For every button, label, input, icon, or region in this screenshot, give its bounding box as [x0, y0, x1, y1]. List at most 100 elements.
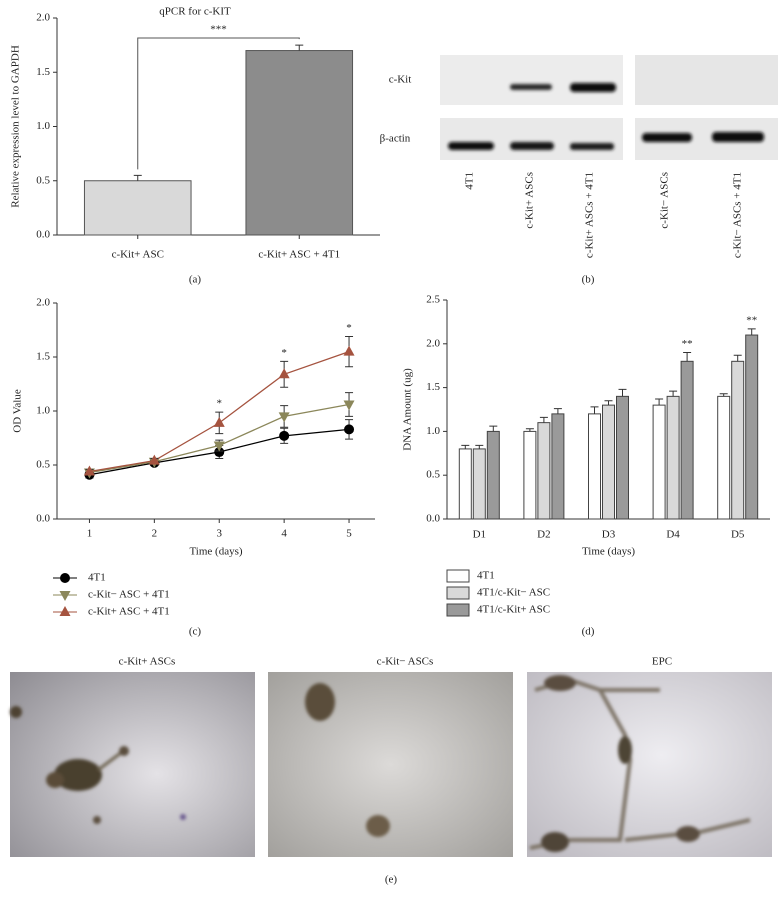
marker: [214, 447, 225, 458]
x-tick-label: 2: [152, 528, 158, 540]
y-tick-label: 2.0: [36, 12, 50, 24]
x-tick-label: c-Kit+ ASC: [112, 249, 164, 261]
band: [642, 133, 692, 142]
lane-label: c-Kit+ ASCs + 4T1: [584, 172, 596, 258]
error-bar: [461, 444, 470, 449]
y-tick-label: 0.0: [426, 513, 440, 525]
legend-swatch: [446, 586, 470, 600]
x-tick-label: 1: [87, 528, 93, 540]
marker: [83, 465, 95, 476]
legend-label: 4T1/c-Kit+ ASC: [477, 604, 550, 616]
y-tick-label: 2.5: [426, 294, 440, 306]
legend-swatch: [446, 569, 470, 583]
lane-label: c-Kit+ ASCs: [524, 172, 536, 229]
error-bar: [475, 444, 484, 449]
micrographs: [10, 672, 772, 857]
x-tick-label: D4: [666, 529, 680, 541]
legend-label: c-Kit+ ASC + 4T1: [88, 606, 170, 618]
lane-label: 4T1: [464, 172, 476, 190]
annotation: *: [281, 347, 287, 359]
significance-bracket: [137, 37, 300, 170]
row-label: c-Kit: [389, 74, 412, 86]
marker: [148, 454, 160, 465]
cell-cluster: [46, 772, 64, 788]
bar: [602, 404, 615, 520]
bar: [616, 395, 629, 520]
bar: [588, 413, 601, 520]
y-tick-label: 0.0: [36, 229, 50, 241]
blot-membrane: [440, 118, 623, 160]
cell: [180, 814, 186, 820]
panel-label: (e): [385, 874, 398, 886]
sprout: [97, 750, 123, 772]
bar: [245, 50, 354, 236]
bar: [717, 395, 731, 520]
y-tick-label: 2.0: [426, 337, 440, 349]
y-tick-label: 0.5: [426, 469, 440, 481]
bar: [666, 395, 680, 520]
x-tick-label: 4: [281, 528, 287, 540]
blot: [440, 55, 778, 160]
error-bar: [295, 44, 304, 51]
marker: [278, 368, 290, 379]
marker: [343, 345, 355, 356]
marker: [213, 441, 225, 452]
lane-label: c-Kit− ASCs + 4T1: [732, 172, 744, 258]
bar: [472, 448, 486, 520]
x-tick-label: D2: [537, 529, 550, 541]
error-bar: [747, 328, 756, 336]
y-axis-label: OD Value: [12, 389, 24, 433]
band: [510, 142, 554, 150]
cell-cluster: [366, 815, 390, 837]
y-tick-label: 0.0: [36, 513, 50, 525]
cell-cluster: [618, 736, 632, 764]
micrograph-title: c-Kit+ ASCs: [119, 656, 176, 668]
y-tick-label: 2.0: [36, 297, 50, 309]
error-bar: [133, 174, 142, 181]
chart-title: qPCR for c-KIT: [159, 6, 231, 18]
x-tick-label: c-Kit+ ASC + 4T1: [258, 249, 340, 261]
x-tick-label: D5: [731, 529, 745, 541]
error-bar: [539, 416, 548, 423]
y-tick-label: 1.5: [36, 66, 50, 78]
cell: [10, 706, 22, 718]
band: [570, 143, 614, 150]
legend-marker: [60, 573, 70, 583]
bar: [523, 430, 537, 520]
error-bar: [669, 390, 678, 397]
cell-cluster: [544, 675, 576, 691]
tube-network: [529, 677, 751, 850]
marker: [278, 412, 290, 423]
x-tick-label: 3: [216, 528, 222, 540]
legend-label: 4T1/c-Kit− ASC: [477, 587, 550, 599]
cell-cluster: [676, 826, 700, 842]
error-bar: [553, 408, 562, 414]
annotation: *: [346, 322, 352, 334]
row-label: β-actin: [380, 133, 411, 145]
legend-label: c-Kit− ASC + 4T1: [88, 589, 170, 601]
blot-membrane: [635, 55, 778, 105]
band: [448, 142, 494, 150]
cell: [119, 746, 129, 756]
lane-label: c-Kit− ASCs: [659, 172, 671, 229]
micrograph-title: EPC: [652, 656, 672, 668]
legend-label: 4T1: [477, 570, 495, 582]
bar: [652, 404, 666, 520]
bar: [486, 430, 500, 520]
x-tick-label: D3: [602, 529, 616, 541]
marker: [344, 424, 355, 435]
bar: [551, 413, 565, 520]
error-bar: [590, 406, 599, 414]
legend-marker: [59, 591, 71, 601]
marker: [213, 416, 225, 427]
annotation: **: [746, 314, 757, 326]
band: [570, 83, 616, 92]
x-tick-label: 5: [346, 528, 352, 540]
panel-label: (b): [582, 274, 595, 286]
cell-cluster: [54, 759, 102, 791]
micrograph: [10, 672, 255, 857]
error-bar: [525, 428, 534, 432]
error-bar: [683, 352, 692, 362]
